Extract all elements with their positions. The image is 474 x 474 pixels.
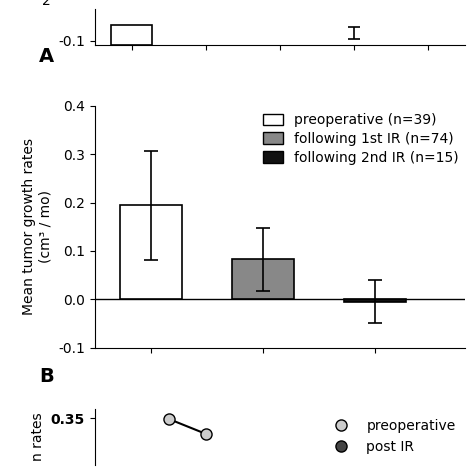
Text: 2: 2 [42, 0, 50, 8]
Text: A: A [39, 46, 55, 65]
Bar [111, 25, 152, 45]
Bar [232, 259, 294, 299]
Y-axis label: n rates: n rates [31, 412, 46, 461]
Legend: preoperative (n=39), following 1st IR (n=74), following 2nd IR (n=15): preoperative (n=39), following 1st IR (n… [261, 110, 461, 168]
Legend: preoperative, post IR: preoperative, post IR [322, 414, 461, 460]
Bar [344, 299, 406, 302]
Y-axis label: Mean tumor growth rates
(cm³ / mo): Mean tumor growth rates (cm³ / mo) [22, 138, 53, 315]
Text: B: B [39, 367, 54, 386]
Bar [120, 206, 182, 299]
